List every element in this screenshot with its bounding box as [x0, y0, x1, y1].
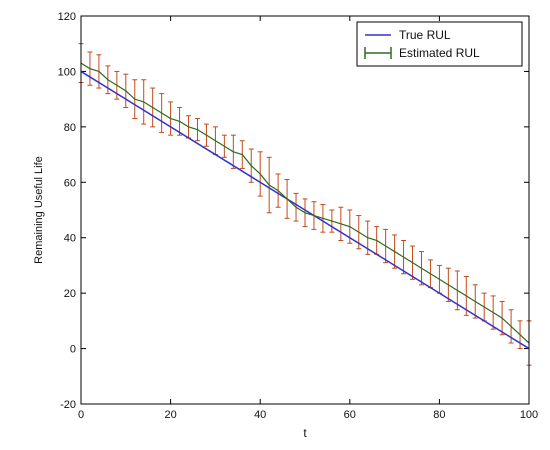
- plot-frame: [80, 15, 530, 405]
- series-line-estimated-rul: [80, 62, 530, 344]
- y-axis-label: Remaining Useful Life: [33, 156, 45, 264]
- x-axis-label: t: [303, 426, 307, 440]
- x-tick-label: 100: [520, 409, 538, 421]
- y-tick-label: 0: [70, 344, 76, 356]
- legend-box: [356, 21, 523, 67]
- y-tick-label: 120: [58, 11, 76, 23]
- legend-swatch-estimated-rul: [364, 47, 392, 59]
- legend: True RUL Estimated RUL: [356, 21, 523, 67]
- legend-label-estimated-rul: Estimated RUL: [399, 46, 480, 60]
- x-tick-label: 40: [254, 409, 266, 421]
- x-tick-label: 20: [164, 409, 176, 421]
- y-tick-label: 60: [64, 177, 76, 189]
- y-tick-label: -20: [60, 399, 76, 411]
- marks-layer: [78, 43, 532, 366]
- x-tick-label: 80: [433, 409, 445, 421]
- x-tick-label: 60: [344, 409, 356, 421]
- y-tick-label: 20: [64, 288, 76, 300]
- y-tick-label: 100: [58, 66, 76, 78]
- y-tick-label: 80: [64, 122, 76, 134]
- series-line-true-rul: [80, 70, 530, 350]
- y-tick-label: 40: [64, 233, 76, 245]
- x-tick-label: 0: [78, 409, 84, 421]
- legend-label-true-rul: True RUL: [399, 28, 451, 42]
